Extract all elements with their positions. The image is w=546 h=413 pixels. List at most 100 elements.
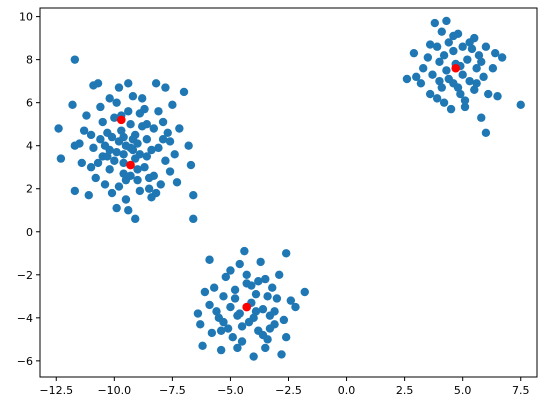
x-tick-label: −5.0 [217, 384, 244, 397]
data-point-41 [158, 117, 168, 127]
data-point-161 [409, 48, 419, 58]
data-point-134 [275, 270, 284, 279]
data-point-54 [172, 178, 182, 187]
data-point-126 [256, 257, 265, 267]
data-point-189 [470, 85, 479, 94]
data-point-153 [235, 309, 244, 318]
data-point-98 [121, 195, 131, 204]
data-point-148 [258, 330, 268, 340]
centroid-point-1 [126, 160, 135, 170]
data-point-101 [200, 287, 210, 297]
data-point-176 [444, 38, 453, 47]
y-tick-label: 0 [26, 226, 33, 239]
data-point-91 [128, 135, 138, 144]
data-point-16 [100, 180, 110, 189]
data-point-78 [147, 145, 156, 155]
y-tick-label: −2 [17, 269, 33, 282]
x-tick-label: −10.0 [97, 384, 131, 397]
data-point-10 [89, 143, 98, 153]
data-point-114 [228, 333, 237, 342]
data-point-194 [481, 42, 491, 51]
data-point-39 [154, 143, 163, 153]
data-point-196 [484, 89, 493, 99]
data-point-137 [281, 249, 291, 258]
data-point-59 [112, 147, 121, 157]
data-point-96 [142, 119, 152, 129]
data-point-162 [412, 72, 421, 82]
x-tick-label: −12.5 [39, 384, 73, 397]
data-point-210 [449, 31, 458, 41]
data-point-73 [112, 98, 121, 107]
data-point-186 [463, 55, 472, 64]
data-point-107 [209, 283, 219, 292]
data-point-158 [233, 343, 242, 353]
data-point-136 [279, 315, 289, 325]
data-point-157 [249, 313, 258, 323]
x-tick-label: 7.5 [512, 384, 530, 397]
y-tick-label: −6 [17, 355, 33, 368]
data-point-165 [423, 53, 433, 62]
data-point-14 [89, 81, 98, 90]
data-point-185 [460, 102, 470, 112]
data-point-169 [432, 42, 442, 51]
x-tick-label: 0.0 [338, 384, 356, 397]
data-point-77 [140, 163, 149, 172]
data-point-112 [223, 324, 233, 333]
data-point-24 [119, 158, 128, 168]
data-point-212 [435, 57, 444, 66]
data-point-37 [149, 124, 158, 133]
data-point-150 [270, 307, 279, 316]
data-point-124 [251, 289, 261, 299]
data-point-197 [488, 64, 498, 73]
data-point-128 [261, 274, 270, 284]
data-point-64 [98, 117, 107, 127]
data-point-69 [149, 171, 158, 181]
data-point-50 [184, 141, 193, 150]
data-point-141 [300, 287, 309, 297]
data-point-147 [251, 307, 261, 316]
data-point-38 [151, 79, 161, 88]
data-point-113 [226, 302, 235, 312]
data-point-151 [242, 270, 251, 279]
data-point-76 [114, 182, 124, 191]
data-point-8 [84, 190, 93, 200]
data-point-188 [467, 44, 477, 54]
data-point-13 [96, 102, 105, 112]
data-point-84 [144, 184, 154, 193]
data-point-184 [458, 70, 467, 79]
data-point-123 [249, 352, 258, 361]
data-point-81 [103, 152, 112, 161]
data-point-140 [291, 302, 300, 312]
data-point-190 [472, 64, 481, 73]
data-point-82 [121, 141, 131, 150]
x-tick-label: −2.5 [275, 384, 302, 397]
data-point-53 [189, 214, 198, 224]
data-point-133 [272, 294, 282, 303]
y-tick-label: 6 [26, 97, 33, 110]
data-point-149 [263, 292, 272, 301]
data-point-43 [161, 156, 170, 165]
data-point-203 [444, 74, 453, 84]
data-point-42 [161, 83, 170, 92]
data-point-111 [221, 272, 230, 282]
data-point-127 [258, 305, 268, 314]
data-point-105 [205, 300, 214, 310]
data-point-135 [277, 350, 286, 359]
data-point-94 [105, 145, 114, 155]
data-point-193 [479, 72, 488, 82]
data-point-26 [124, 79, 133, 88]
data-point-92 [135, 150, 145, 159]
data-point-200 [497, 53, 507, 62]
data-point-62 [119, 169, 128, 178]
y-tick-label: 2 [26, 183, 33, 196]
data-point-195 [481, 128, 491, 137]
data-point-173 [439, 51, 449, 60]
data-point-56 [124, 206, 133, 215]
data-point-192 [477, 113, 486, 122]
data-point-138 [281, 333, 291, 342]
data-point-2 [56, 154, 66, 163]
data-point-109 [216, 345, 226, 355]
data-point-199 [493, 92, 502, 101]
data-point-155 [265, 324, 275, 333]
data-point-89 [151, 188, 161, 198]
